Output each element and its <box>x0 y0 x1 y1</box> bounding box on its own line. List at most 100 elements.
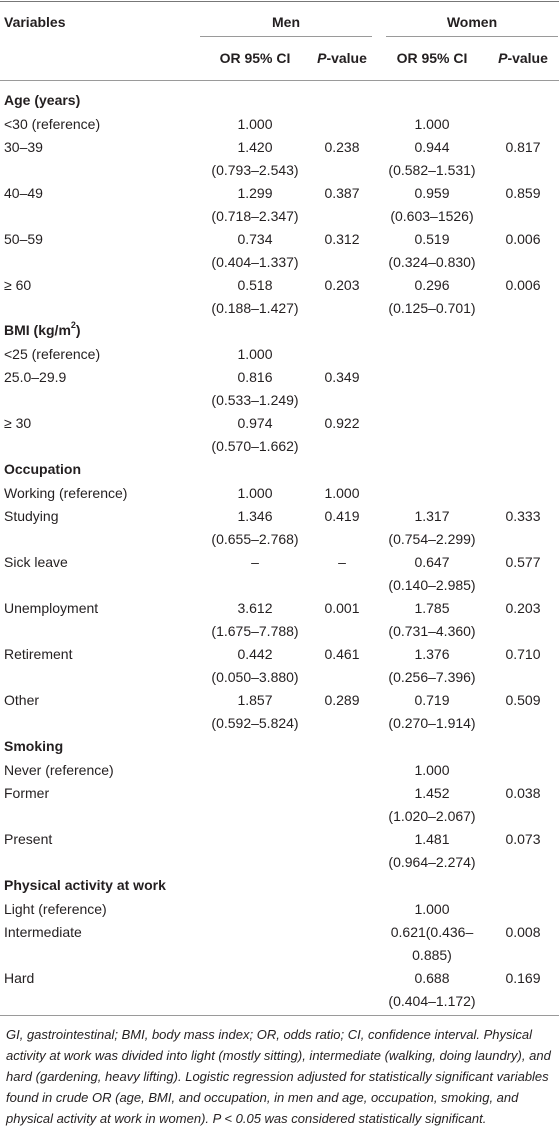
header-bottom-rule <box>0 80 559 81</box>
section-title: Smoking <box>4 738 64 754</box>
men-or-value: 0.442 <box>237 646 273 662</box>
men-p-value: 0.312 <box>324 231 360 247</box>
women-ci-value: (0.125–0.701) <box>388 300 476 316</box>
women-p-value: 0.859 <box>505 185 541 201</box>
men-p-value: – <box>338 554 346 570</box>
row-label: <30 (reference) <box>4 116 101 132</box>
table-bottom-rule <box>0 1015 559 1016</box>
women-or-value: 1.000 <box>414 762 450 778</box>
men-ci-value: (0.570–1.662) <box>211 438 299 454</box>
section-heading: Age (years) <box>4 89 80 112</box>
women-p-value: 0.817 <box>505 139 541 155</box>
men-p-value-header: P-value <box>317 50 367 66</box>
section-heading: BMI (kg/m2) <box>4 319 81 342</box>
women-or-value: 1.376 <box>414 646 450 662</box>
men-or-value: 1.857 <box>237 692 273 708</box>
men-or-value: 0.816 <box>237 369 273 385</box>
section-title: Age (years) <box>4 92 81 108</box>
men-p-value: 0.922 <box>324 415 360 431</box>
section-title: BMI (kg/m <box>4 322 71 338</box>
women-or-value: 1.000 <box>414 116 450 132</box>
women-p-value: 0.577 <box>505 554 541 570</box>
women-or-value: 0.944 <box>414 139 450 155</box>
table-top-rule <box>0 1 559 2</box>
row-label: Intermediate <box>4 924 82 940</box>
women-header: Women <box>446 14 498 30</box>
men-ci-value: (0.655–2.768) <box>211 531 299 547</box>
section-title-suffix: ) <box>75 322 81 338</box>
section-title-superscript: 2 <box>70 320 76 331</box>
row-label: ≥ 30 <box>4 415 32 431</box>
men-or-value: 3.612 <box>237 600 273 616</box>
men-or-value: 0.734 <box>237 231 273 247</box>
men-or-value: 1.299 <box>237 185 273 201</box>
women-ci-value: (0.964–2.274) <box>388 854 476 870</box>
women-ci-value: (0.603–1526) <box>390 208 474 224</box>
women-or-value: 1.000 <box>414 901 450 917</box>
women-p-value: 0.333 <box>505 508 541 524</box>
women-p-value: 0.006 <box>505 231 541 247</box>
women-or-value: 0.296 <box>414 277 450 293</box>
table-footnote: GI, gastrointestinal; BMI, body mass ind… <box>6 1027 551 1126</box>
men-ci-value: (0.718–2.347) <box>211 208 299 224</box>
women-or-value: 0.688 <box>414 970 450 986</box>
women-p-value: 0.073 <box>505 831 541 847</box>
section-heading: Physical activity at work <box>4 874 166 897</box>
men-ci-value: (0.404–1.337) <box>211 254 299 270</box>
women-or-value: 1.785 <box>414 600 450 616</box>
row-label: 40–49 <box>4 185 43 201</box>
women-or-value: 0.719 <box>414 692 450 708</box>
men-ci-value: (0.188–1.427) <box>211 300 299 316</box>
women-p-value: 0.008 <box>505 924 541 940</box>
row-label: 30–39 <box>4 139 43 155</box>
men-or-value: 0.518 <box>237 277 273 293</box>
women-or-value: 1.317 <box>414 508 450 524</box>
row-label: Studying <box>4 508 59 524</box>
men-p-value: 0.001 <box>324 600 360 616</box>
row-label: Other <box>4 692 40 708</box>
men-ci-value: (0.533–1.249) <box>211 392 299 408</box>
men-header-underline <box>200 36 372 37</box>
men-or-value: 1.000 <box>237 346 273 362</box>
row-label: Sick leave <box>4 554 68 570</box>
row-label: 25.0–29.9 <box>4 369 67 385</box>
men-or-value: 1.000 <box>237 485 273 501</box>
row-label: ≥ 60 <box>4 277 32 293</box>
women-ci-value: (0.404–1.172) <box>388 993 476 1009</box>
row-label: Light (reference) <box>4 901 107 917</box>
men-p-value: 0.387 <box>324 185 360 201</box>
men-p-value: 1.000 <box>324 485 360 501</box>
women-or-value: 0.647 <box>414 554 450 570</box>
women-ci-value: (0.324–0.830) <box>388 254 476 270</box>
men-p-value: 0.203 <box>324 277 360 293</box>
variables-header: Variables <box>4 14 66 30</box>
women-p-value: 0.169 <box>505 970 541 986</box>
women-ci-value: 0.885) <box>412 947 452 963</box>
men-ci-value: (1.675–7.788) <box>211 623 299 639</box>
men-p-value: 0.238 <box>324 139 360 155</box>
women-p-value-header: P-value <box>498 50 548 66</box>
women-or-value: 0.519 <box>414 231 450 247</box>
women-ci-value: (1.020–2.067) <box>388 808 476 824</box>
women-p-value: 0.038 <box>505 785 541 801</box>
row-label: <25 (reference) <box>4 346 101 362</box>
section-title: Physical activity at work <box>4 877 166 893</box>
men-ci-value: (0.592–5.824) <box>211 715 299 731</box>
men-or-value: 0.974 <box>237 415 273 431</box>
section-title: Occupation <box>4 461 82 477</box>
section-heading: Smoking <box>4 735 63 758</box>
women-ci-value: (0.731–4.360) <box>388 623 476 639</box>
row-label: Present <box>4 831 53 847</box>
men-p-value: 0.349 <box>324 369 360 385</box>
men-p-value: 0.289 <box>324 692 360 708</box>
women-p-value: 0.710 <box>505 646 541 662</box>
row-label: Hard <box>4 970 35 986</box>
row-label: Never (reference) <box>4 762 114 778</box>
men-or-value: – <box>251 554 259 570</box>
women-ci-value: (0.582–1.531) <box>388 162 476 178</box>
row-label: Former <box>4 785 50 801</box>
women-or-ci-header: OR 95% CI <box>396 50 468 66</box>
row-label: Working (reference) <box>4 485 128 501</box>
men-ci-value: (0.050–3.880) <box>211 669 299 685</box>
men-ci-value: (0.793–2.543) <box>211 162 299 178</box>
